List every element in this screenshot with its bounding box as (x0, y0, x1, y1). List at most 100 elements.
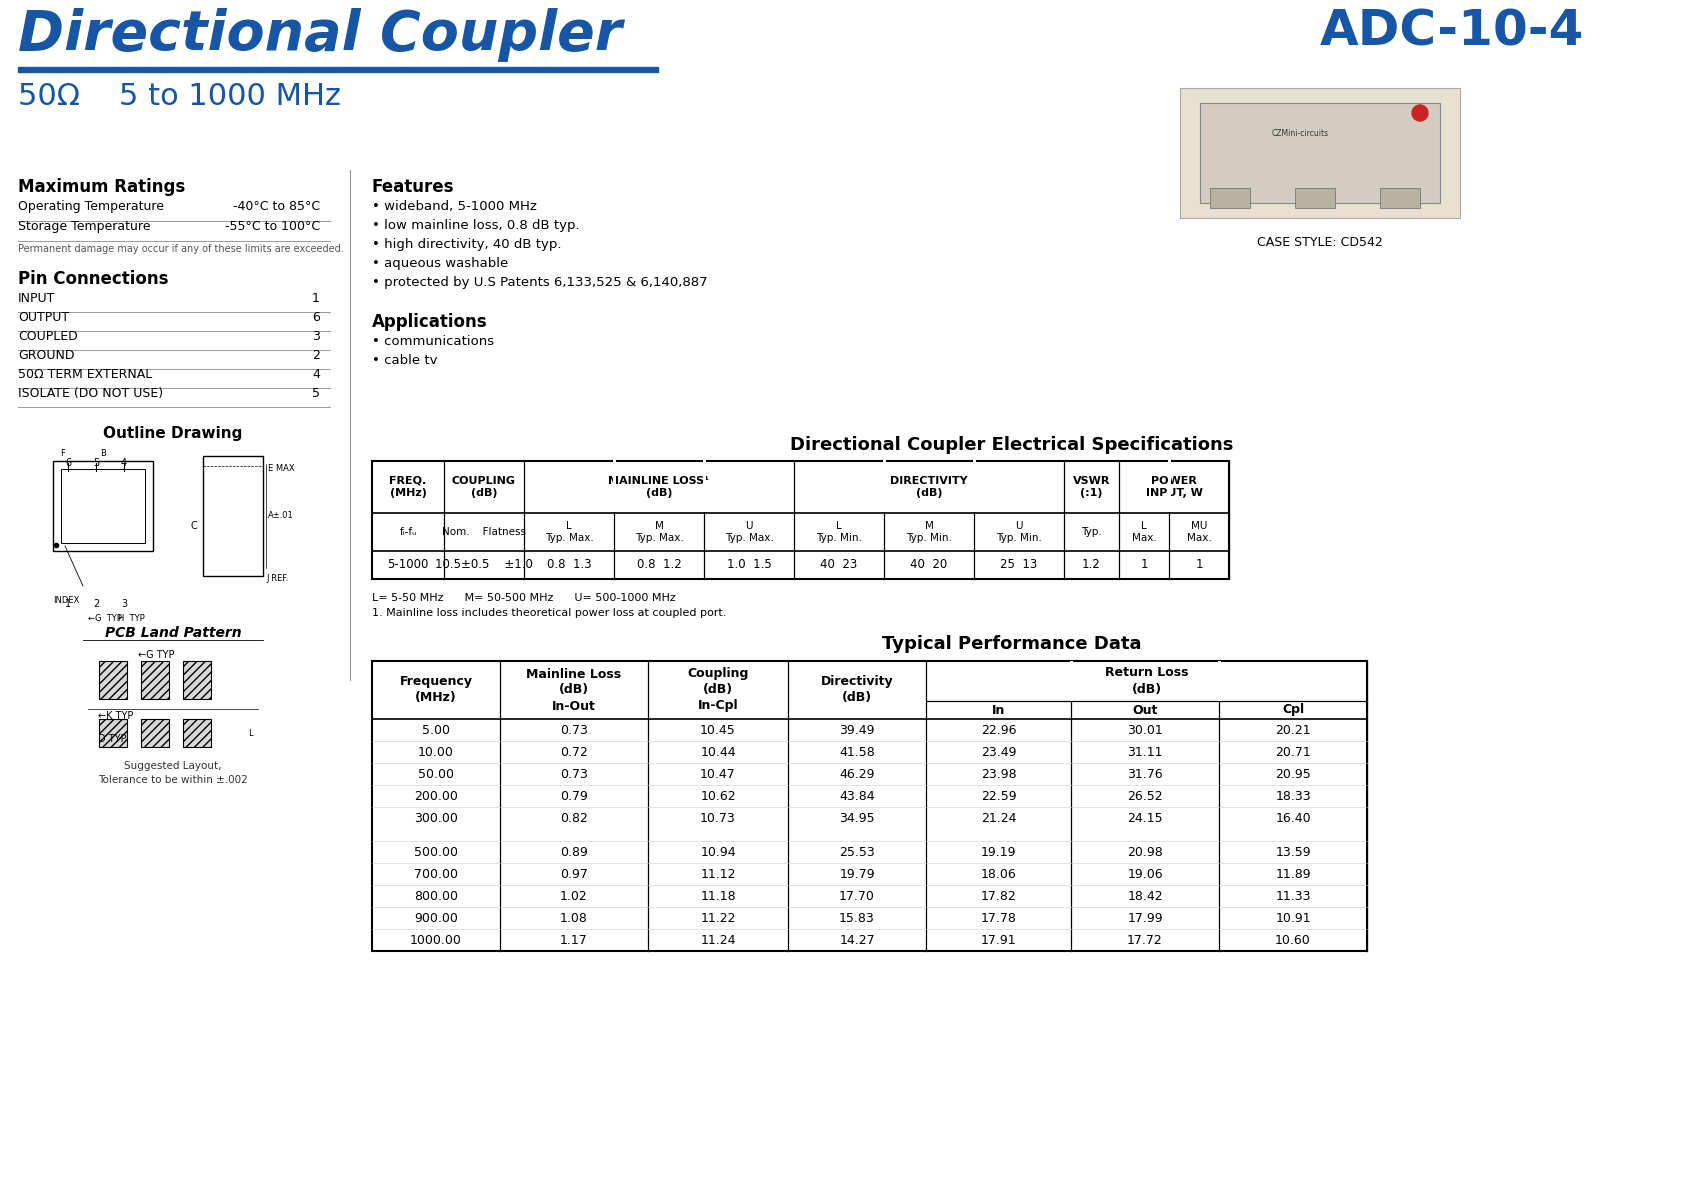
Text: 10.5±0.5    ±1.0: 10.5±0.5 ±1.0 (436, 559, 534, 571)
Text: 700.00: 700.00 (414, 868, 458, 881)
Text: VSWR
(:1): VSWR (:1) (1073, 476, 1110, 499)
Text: 26.52: 26.52 (1127, 789, 1162, 802)
Bar (1218, 661, 1221, 702)
Text: ISOLATE (DO NOT USE): ISOLATE (DO NOT USE) (19, 387, 164, 400)
Text: 25  13: 25 13 (1000, 559, 1037, 571)
Text: M
Typ. Max.: M Typ. Max. (635, 521, 684, 544)
Text: 22.96: 22.96 (981, 724, 1017, 736)
Text: Nom.    Flatness: Nom. Flatness (443, 527, 525, 537)
Text: 10.47: 10.47 (701, 768, 736, 781)
Text: • aqueous washable: • aqueous washable (372, 258, 508, 269)
Text: 11.18: 11.18 (701, 889, 736, 902)
Text: -55°C to 100°C: -55°C to 100°C (225, 220, 319, 233)
Text: MAINLINE LOSS¹
(dB): MAINLINE LOSS¹ (dB) (608, 476, 709, 499)
Text: B: B (100, 449, 106, 458)
Text: CASE STYLE: CD542: CASE STYLE: CD542 (1257, 236, 1383, 249)
Text: Suggested Layout,: Suggested Layout, (125, 761, 221, 772)
Text: 30.01: 30.01 (1127, 724, 1162, 736)
Text: 1: 1 (312, 292, 319, 305)
Text: 17.99: 17.99 (1127, 912, 1162, 925)
Text: 900.00: 900.00 (414, 912, 458, 925)
Text: DIRECTIVITY
(dB): DIRECTIVITY (dB) (890, 476, 968, 499)
Text: COUPLED: COUPLED (19, 330, 78, 343)
Text: 22.59: 22.59 (981, 789, 1017, 802)
Text: 25.53: 25.53 (839, 845, 875, 858)
Text: 16.40: 16.40 (1275, 812, 1311, 825)
Text: INDEX: INDEX (52, 596, 79, 605)
Text: Coupling
(dB)
In-Cpl: Coupling (dB) In-Cpl (687, 667, 748, 712)
Text: ←G TYP: ←G TYP (138, 650, 174, 660)
Bar (100, 719, 127, 747)
Text: F: F (61, 449, 66, 458)
Text: ←G  TYP: ←G TYP (88, 614, 122, 623)
Text: Permanent damage may occur if any of these limits are exceeded.: Permanent damage may occur if any of the… (19, 245, 345, 254)
Text: 1: 1 (64, 599, 71, 609)
Text: 800.00: 800.00 (414, 889, 458, 902)
Text: 11.24: 11.24 (701, 933, 736, 946)
Text: 6: 6 (64, 458, 71, 468)
Text: 31.11: 31.11 (1127, 745, 1162, 758)
Bar (182, 719, 211, 747)
Text: 20.98: 20.98 (1127, 845, 1162, 858)
Text: 11.89: 11.89 (1275, 868, 1311, 881)
Text: • low mainline loss, 0.8 dB typ.: • low mainline loss, 0.8 dB typ. (372, 218, 579, 231)
Circle shape (1412, 104, 1427, 121)
Text: Storage Temperature: Storage Temperature (19, 220, 150, 233)
Bar (1295, 188, 1334, 208)
Text: 14.27: 14.27 (839, 933, 875, 946)
Text: 0.8  1.2: 0.8 1.2 (637, 559, 681, 571)
Text: 18.33: 18.33 (1275, 789, 1311, 802)
Text: In: In (991, 704, 1005, 717)
Text: 6: 6 (312, 311, 319, 324)
Text: Typ.: Typ. (1081, 527, 1101, 537)
Text: INPUT: INPUT (19, 292, 56, 305)
Text: 3: 3 (312, 330, 319, 343)
Bar (883, 461, 887, 512)
Text: 34.95: 34.95 (839, 812, 875, 825)
Text: 5: 5 (312, 387, 319, 400)
Text: 200.00: 200.00 (414, 789, 458, 802)
Text: C: C (191, 521, 198, 531)
Text: 50Ω TERM EXTERNAL: 50Ω TERM EXTERNAL (19, 368, 152, 381)
Text: 50.00: 50.00 (417, 768, 454, 781)
Text: 11.22: 11.22 (701, 912, 736, 925)
Text: Frequency
(MHz): Frequency (MHz) (400, 675, 473, 705)
Text: H  TYP: H TYP (118, 614, 145, 623)
Bar (372, 461, 1230, 579)
Bar (203, 456, 263, 576)
Text: 1: 1 (1196, 559, 1203, 571)
Text: 4: 4 (122, 458, 127, 468)
Text: PCB Land Pattern: PCB Land Pattern (105, 626, 242, 640)
Text: 18.06: 18.06 (981, 868, 1017, 881)
Text: 46.29: 46.29 (839, 768, 875, 781)
Text: 13.59: 13.59 (1275, 845, 1311, 858)
Text: 17.91: 17.91 (981, 933, 1017, 946)
Text: ADC-10-4: ADC-10-4 (1321, 8, 1584, 56)
Text: 21.24: 21.24 (981, 812, 1017, 825)
Text: 0.73: 0.73 (561, 768, 588, 781)
Text: Directional Coupler Electrical Specifications: Directional Coupler Electrical Specifica… (790, 436, 1233, 453)
Text: 11.33: 11.33 (1275, 889, 1311, 902)
Text: J REF.: J REF. (265, 575, 289, 583)
Text: L
Typ. Max.: L Typ. Max. (544, 521, 593, 544)
Text: 10.60: 10.60 (1275, 933, 1311, 946)
Text: 0.73: 0.73 (561, 724, 588, 736)
Text: A±.01: A±.01 (269, 512, 294, 521)
Bar (140, 661, 169, 699)
Text: 1.2: 1.2 (1083, 559, 1101, 571)
Bar (19, 66, 659, 72)
Text: CZMini-circuits: CZMini-circuits (1272, 128, 1329, 138)
Text: L
Max.: L Max. (1132, 521, 1157, 544)
Text: U
Typ. Max.: U Typ. Max. (725, 521, 774, 544)
Text: 19.19: 19.19 (981, 845, 1017, 858)
Text: 1000.00: 1000.00 (410, 933, 461, 946)
Text: Outline Drawing: Outline Drawing (103, 426, 243, 442)
Text: 40  20: 40 20 (910, 559, 948, 571)
Text: 1.17: 1.17 (561, 933, 588, 946)
Text: Applications: Applications (372, 313, 488, 331)
Text: 17.82: 17.82 (981, 889, 1017, 902)
Text: GROUND: GROUND (19, 349, 74, 362)
Text: 17.78: 17.78 (981, 912, 1017, 925)
Text: 1.02: 1.02 (561, 889, 588, 902)
Bar (372, 661, 1366, 951)
